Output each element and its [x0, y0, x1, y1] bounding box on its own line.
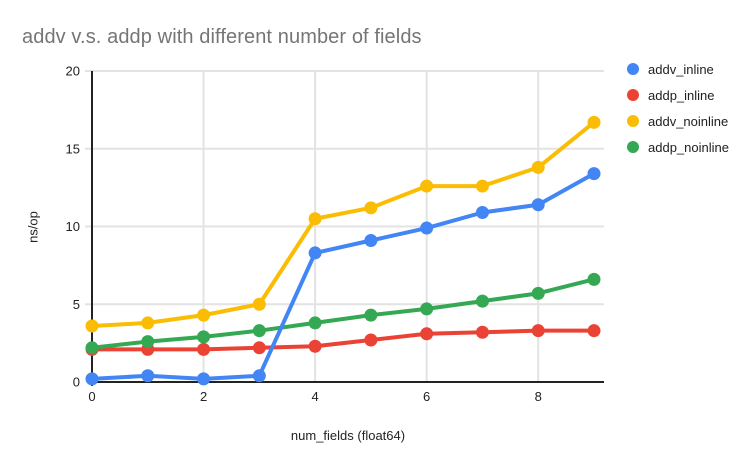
- data-point-addv_inline-3[interactable]: [252, 369, 266, 383]
- data-point-addv_inline-5[interactable]: [364, 233, 378, 247]
- data-point-addv_noinline-8[interactable]: [531, 160, 545, 174]
- legend-label: addp_inline: [648, 87, 715, 103]
- data-point-addv_noinline-1[interactable]: [141, 316, 155, 330]
- series-line-addp_inline: [90, 328, 596, 352]
- legend-label: addp_noinline: [648, 139, 729, 155]
- chart-legend: addv_inline addp_inline addv_noinline addp_…: [627, 56, 729, 160]
- legend-swatch-icon: [627, 89, 639, 101]
- data-point-addp_noinline-9[interactable]: [587, 272, 601, 286]
- data-point-addv_inline-1[interactable]: [141, 369, 155, 383]
- x-tick-label: 6: [423, 389, 430, 404]
- x-tick-label: 2: [200, 389, 207, 404]
- legend-swatch-icon: [627, 141, 639, 153]
- data-point-addv_noinline-0[interactable]: [85, 319, 99, 333]
- series-line-addv_inline: [90, 171, 596, 381]
- data-point-addv_noinline-2[interactable]: [197, 308, 211, 322]
- legend-label: addv_inline: [648, 61, 714, 77]
- data-point-addp_inline-2[interactable]: [197, 342, 211, 356]
- x-tick-label: 4: [311, 389, 318, 404]
- data-point-addp_noinline-4[interactable]: [308, 316, 322, 330]
- data-point-addv_inline-4[interactable]: [308, 246, 322, 260]
- data-point-addp_inline-3[interactable]: [252, 341, 266, 355]
- data-point-addv_inline-6[interactable]: [420, 221, 434, 235]
- data-point-addp_noinline-3[interactable]: [252, 324, 266, 338]
- legend-item-addv_inline[interactable]: addv_inline: [627, 56, 729, 82]
- data-point-addv_noinline-3[interactable]: [252, 297, 266, 311]
- y-tick-label: 10: [66, 219, 80, 234]
- series-line-addp_noinline: [90, 277, 596, 350]
- y-tick-label: 20: [66, 64, 80, 79]
- y-tick-label: 0: [73, 375, 80, 390]
- data-point-addp_inline-4[interactable]: [308, 339, 322, 353]
- x-axis-title: num_fields (float64): [290, 428, 406, 443]
- data-point-addv_inline-0[interactable]: [85, 372, 99, 386]
- data-point-addp_inline-7[interactable]: [475, 325, 489, 339]
- data-point-addp_noinline-1[interactable]: [141, 335, 155, 349]
- series-line-addv_noinline: [90, 120, 596, 329]
- data-point-addv_noinline-7[interactable]: [475, 179, 489, 193]
- data-point-addv_noinline-4[interactable]: [308, 212, 322, 226]
- data-point-addp_noinline-5[interactable]: [364, 308, 378, 322]
- chart-title: addv v.s. addp with different number of …: [22, 26, 422, 48]
- x-tick-label: 0: [88, 389, 95, 404]
- y-tick-label: 15: [66, 141, 80, 156]
- data-point-addv_inline-9[interactable]: [587, 167, 601, 181]
- legend-item-addv_noinline[interactable]: addv_noinline: [627, 108, 729, 134]
- legend-label: addv_noinline: [648, 113, 729, 129]
- data-point-addv_inline-7[interactable]: [475, 206, 489, 220]
- data-point-addp_inline-5[interactable]: [364, 333, 378, 347]
- data-point-addv_inline-8[interactable]: [531, 198, 545, 212]
- legend-item-addp_noinline[interactable]: addp_noinline: [627, 134, 729, 160]
- data-point-addp_noinline-8[interactable]: [531, 286, 545, 300]
- data-point-addv_noinline-9[interactable]: [587, 115, 601, 129]
- data-point-addp_noinline-2[interactable]: [197, 330, 211, 344]
- data-point-addp_noinline-0[interactable]: [85, 341, 99, 355]
- legend-swatch-icon: [627, 115, 639, 127]
- x-tick-label: 8: [535, 389, 542, 404]
- data-point-addp_inline-6[interactable]: [420, 327, 434, 341]
- y-axis-title: ns/op: [25, 211, 41, 243]
- data-point-addp_noinline-7[interactable]: [475, 294, 489, 308]
- data-point-addv_noinline-6[interactable]: [420, 179, 434, 193]
- data-point-addp_inline-8[interactable]: [531, 324, 545, 338]
- legend-item-addp_inline[interactable]: addp_inline: [627, 82, 729, 108]
- data-point-addv_inline-2[interactable]: [197, 372, 211, 386]
- y-tick-label: 5: [73, 297, 80, 312]
- data-point-addp_noinline-6[interactable]: [420, 302, 434, 316]
- data-point-addp_inline-9[interactable]: [587, 324, 601, 338]
- data-point-addv_noinline-5[interactable]: [364, 201, 378, 215]
- legend-swatch-icon: [627, 63, 639, 75]
